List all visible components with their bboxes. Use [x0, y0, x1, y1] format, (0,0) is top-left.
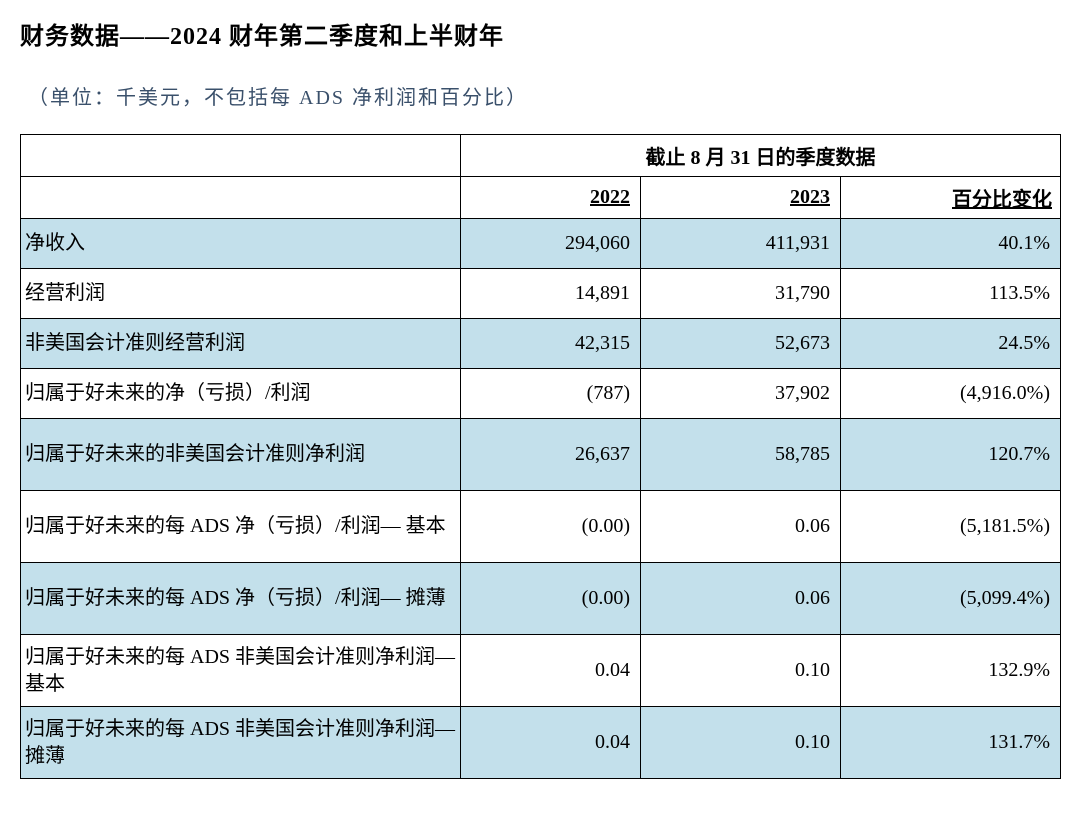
cell-2023: 37,902	[641, 369, 841, 419]
cell-pct: 113.5%	[841, 269, 1061, 319]
cell-pct: 40.1%	[841, 219, 1061, 269]
table-row: 归属于好未来的净（亏损）/利润(787)37,902(4,916.0%)	[21, 369, 1061, 419]
cell-2023: 58,785	[641, 419, 841, 491]
row-label: 归属于好未来的非美国会计准则净利润	[21, 419, 461, 491]
row-label: 经营利润	[21, 269, 461, 319]
table-header-row-2: 2022 2023 百分比变化	[21, 177, 1061, 219]
cell-2023: 0.10	[641, 707, 841, 779]
row-label: 归属于好未来的每 ADS 净（亏损）/利润— 基本	[21, 491, 461, 563]
cell-2023: 0.06	[641, 563, 841, 635]
table-row: 经营利润14,89131,790113.5%	[21, 269, 1061, 319]
row-label: 归属于好未来的每 ADS 非美国会计准则净利润— 摊薄	[21, 707, 461, 779]
row-label: 非美国会计准则经营利润	[21, 319, 461, 369]
cell-pct: (5,181.5%)	[841, 491, 1061, 563]
header-pct-change: 百分比变化	[841, 177, 1061, 219]
cell-2022: (787)	[461, 369, 641, 419]
cell-2023: 31,790	[641, 269, 841, 319]
table-header-row-1: 截止 8 月 31 日的季度数据	[21, 135, 1061, 177]
table-row: 净收入294,060411,93140.1%	[21, 219, 1061, 269]
cell-2022: (0.00)	[461, 563, 641, 635]
row-label: 净收入	[21, 219, 461, 269]
table-body: 净收入294,060411,93140.1%经营利润14,89131,79011…	[21, 219, 1061, 779]
row-label: 归属于好未来的净（亏损）/利润	[21, 369, 461, 419]
cell-pct: 131.7%	[841, 707, 1061, 779]
table-row: 归属于好未来的非美国会计准则净利润26,63758,785120.7%	[21, 419, 1061, 491]
table-row: 归属于好未来的每 ADS 净（亏损）/利润— 基本(0.00)0.06(5,18…	[21, 491, 1061, 563]
cell-pct: (4,916.0%)	[841, 369, 1061, 419]
header-period-span: 截止 8 月 31 日的季度数据	[461, 135, 1061, 177]
row-label: 归属于好未来的每 ADS 非美国会计准则净利润— 基本	[21, 635, 461, 707]
cell-2023: 52,673	[641, 319, 841, 369]
table-row: 归属于好未来的每 ADS 非美国会计准则净利润— 基本0.040.10132.9…	[21, 635, 1061, 707]
cell-pct: 24.5%	[841, 319, 1061, 369]
table-row: 归属于好未来的每 ADS 非美国会计准则净利润— 摊薄0.040.10131.7…	[21, 707, 1061, 779]
cell-2022: 14,891	[461, 269, 641, 319]
units-subtitle: （单位：千美元，不包括每 ADS 净利润和百分比）	[20, 81, 1060, 110]
row-label: 归属于好未来的每 ADS 净（亏损）/利润— 摊薄	[21, 563, 461, 635]
financial-table: 截止 8 月 31 日的季度数据 2022 2023 百分比变化 净收入294,…	[20, 134, 1061, 779]
cell-pct: (5,099.4%)	[841, 563, 1061, 635]
page-title: 财务数据——2024 财年第二季度和上半财年	[20, 16, 1060, 51]
cell-2022: (0.00)	[461, 491, 641, 563]
table-row: 非美国会计准则经营利润42,31552,67324.5%	[21, 319, 1061, 369]
header-year-2022: 2022	[461, 177, 641, 219]
cell-pct: 120.7%	[841, 419, 1061, 491]
header-year-2023: 2023	[641, 177, 841, 219]
header-blank-cell	[21, 135, 461, 177]
cell-2023: 0.10	[641, 635, 841, 707]
cell-2022: 0.04	[461, 635, 641, 707]
cell-2022: 0.04	[461, 707, 641, 779]
cell-2022: 42,315	[461, 319, 641, 369]
cell-pct: 132.9%	[841, 635, 1061, 707]
cell-2022: 294,060	[461, 219, 641, 269]
table-row: 归属于好未来的每 ADS 净（亏损）/利润— 摊薄(0.00)0.06(5,09…	[21, 563, 1061, 635]
cell-2023: 411,931	[641, 219, 841, 269]
cell-2023: 0.06	[641, 491, 841, 563]
cell-2022: 26,637	[461, 419, 641, 491]
header-blank-cell-2	[21, 177, 461, 219]
